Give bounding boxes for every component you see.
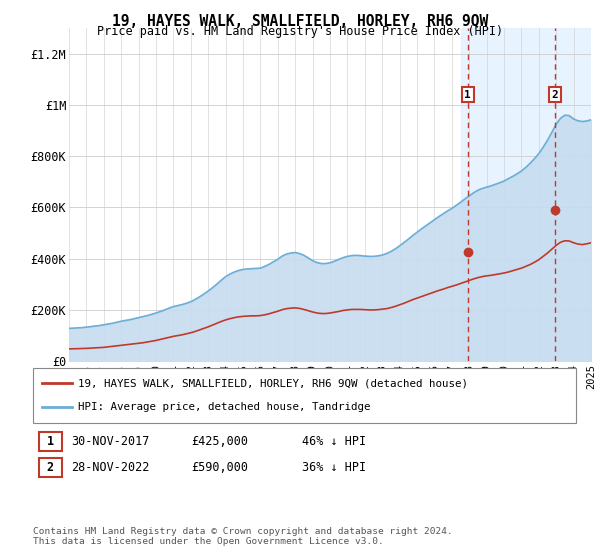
Bar <box>461 28 591 361</box>
Text: 19, HAYES WALK, SMALLFIELD, HORLEY, RH6 9QW (detached house): 19, HAYES WALK, SMALLFIELD, HORLEY, RH6 … <box>78 379 468 388</box>
Text: 28-NOV-2022: 28-NOV-2022 <box>71 461 149 474</box>
Text: 2: 2 <box>551 90 558 100</box>
Text: 36% ↓ HPI: 36% ↓ HPI <box>302 461 366 474</box>
Text: Contains HM Land Registry data © Crown copyright and database right 2024.
This d: Contains HM Land Registry data © Crown c… <box>33 526 453 546</box>
Text: 2: 2 <box>47 461 54 474</box>
Text: HPI: Average price, detached house, Tandridge: HPI: Average price, detached house, Tand… <box>78 403 371 412</box>
Text: 1: 1 <box>47 435 54 448</box>
Text: 46% ↓ HPI: 46% ↓ HPI <box>302 435 366 448</box>
Text: 19, HAYES WALK, SMALLFIELD, HORLEY, RH6 9QW: 19, HAYES WALK, SMALLFIELD, HORLEY, RH6 … <box>112 14 488 29</box>
Text: 1: 1 <box>464 90 471 100</box>
Text: 30-NOV-2017: 30-NOV-2017 <box>71 435 149 448</box>
Text: £425,000: £425,000 <box>191 435 248 448</box>
Text: £590,000: £590,000 <box>191 461 248 474</box>
Text: Price paid vs. HM Land Registry's House Price Index (HPI): Price paid vs. HM Land Registry's House … <box>97 25 503 38</box>
